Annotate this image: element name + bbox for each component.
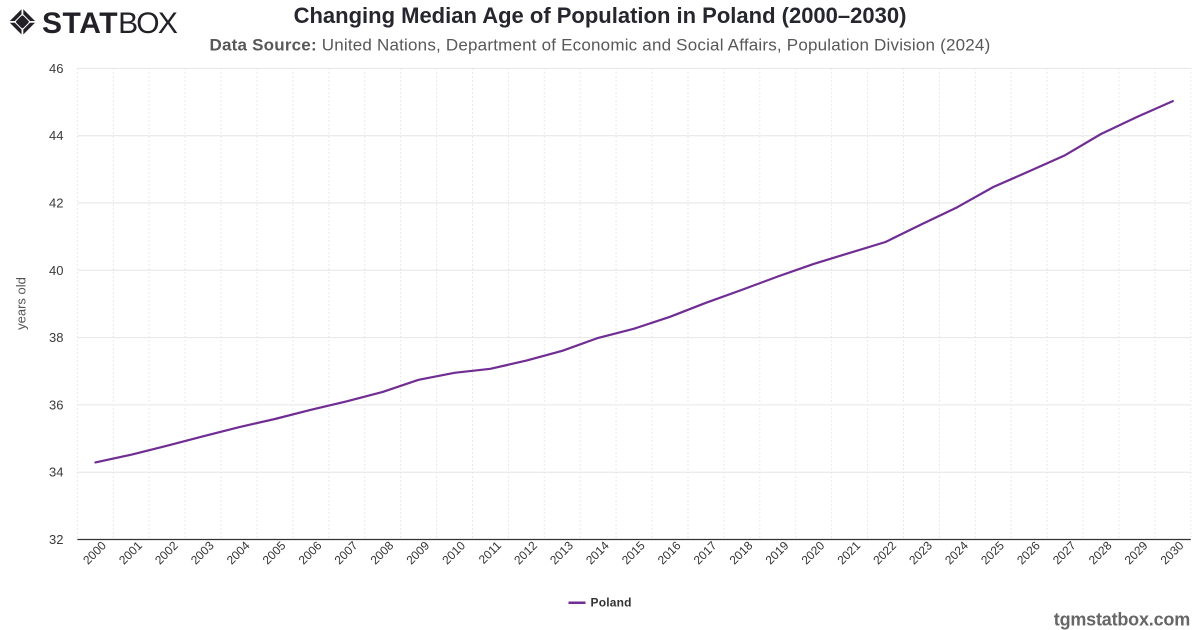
svg-text:tgmstatbox.com: tgmstatbox.com — [1054, 610, 1190, 630]
svg-text:32: 32 — [49, 532, 63, 547]
svg-text:STATBOX: STATBOX — [42, 7, 178, 40]
svg-text:38: 38 — [49, 330, 63, 345]
svg-text:Changing Median Age of Populat: Changing Median Age of Population in Pol… — [294, 3, 907, 28]
svg-text:34: 34 — [49, 465, 63, 480]
svg-text:years old: years old — [14, 277, 29, 330]
svg-text:Data Source: United Nations, D: Data Source: United Nations, Department … — [210, 36, 991, 55]
svg-text:Poland: Poland — [591, 596, 632, 610]
svg-text:36: 36 — [49, 397, 63, 412]
svg-text:40: 40 — [49, 263, 63, 278]
svg-text:46: 46 — [49, 61, 63, 76]
svg-text:44: 44 — [49, 128, 63, 143]
svg-text:42: 42 — [49, 196, 63, 211]
